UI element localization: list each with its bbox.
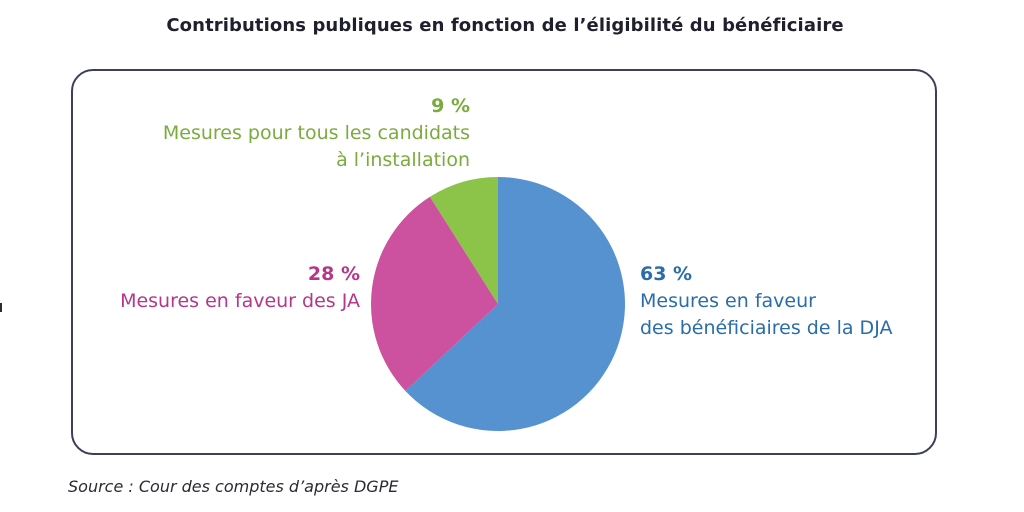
source-note: Source : Cour des comptes d’après DGPE — [68, 477, 399, 496]
label-tous-candidats: 9 % Mesures pour tous les candidats à l’… — [120, 93, 470, 174]
chart-frame — [71, 69, 937, 455]
slice-label-line: des bénéficiaires de la DJA — [640, 317, 893, 339]
pie-slice-ja — [370, 196, 498, 391]
pie-slice-dja — [405, 177, 625, 431]
edge-mark — [0, 303, 2, 312]
label-dja: 63 % Mesures en faveur des bénéficiaires… — [640, 261, 892, 342]
slice-label-line: Mesures en faveur — [640, 290, 816, 312]
slice-label-line: Mesures en faveur des JA — [120, 290, 360, 312]
chart-title: Contributions publiques en fonction de l… — [166, 15, 844, 36]
pct-label-dja: 63 % — [640, 263, 693, 285]
slice-label-line: Mesures pour tous les candidats — [162, 122, 470, 144]
slice-label-line: à l’installation — [336, 149, 470, 171]
pct-label-ja: 28 % — [307, 263, 360, 285]
pct-label-tous-candidats: 9 % — [431, 95, 470, 117]
pie-slice-tous-candidats — [429, 177, 498, 304]
label-ja: 28 % Mesures en faveur des JA — [60, 261, 360, 315]
